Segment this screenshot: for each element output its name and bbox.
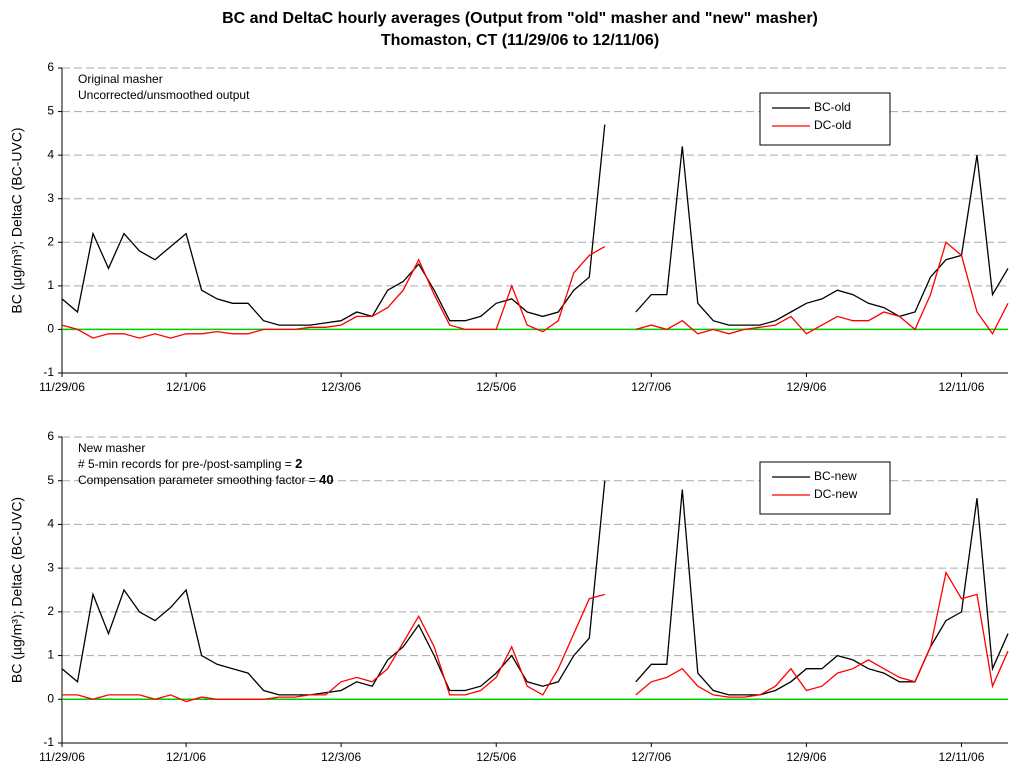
x-tick-label: 12/7/06 bbox=[631, 750, 671, 764]
annotation-text: New masher bbox=[78, 441, 145, 455]
y-tick-label: 5 bbox=[47, 473, 54, 487]
y-axis-label: BC (µg/m³); DeltaC (BC-UVC) bbox=[9, 497, 25, 683]
x-tick-label: 12/11/06 bbox=[939, 750, 985, 764]
annotation: # 5-min records for pre-/post-sampling =… bbox=[78, 456, 302, 471]
annotation: Compensation parameter smoothing factor … bbox=[78, 472, 334, 487]
legend-label: BC-new bbox=[814, 469, 857, 483]
legend-label: DC-old bbox=[814, 118, 851, 132]
x-tick-label: 12/5/06 bbox=[476, 750, 516, 764]
legend-label: DC-new bbox=[814, 487, 858, 501]
annotation-text: Uncorrected/unsmoothed output bbox=[78, 88, 250, 102]
y-tick-label: 6 bbox=[47, 429, 54, 443]
series-line bbox=[62, 570, 1009, 703]
y-tick-label: 0 bbox=[47, 691, 54, 705]
x-tick-label: 12/11/06 bbox=[939, 380, 985, 394]
annotation: Uncorrected/unsmoothed output bbox=[78, 88, 250, 102]
x-tick-label: 12/3/06 bbox=[321, 380, 361, 394]
annotation-value: 2 bbox=[295, 456, 302, 471]
x-tick-label: 12/9/06 bbox=[786, 750, 826, 764]
chart-title: BC and DeltaC hourly averages (Output fr… bbox=[222, 10, 818, 27]
y-tick-label: 2 bbox=[47, 234, 54, 248]
y-tick-label: 3 bbox=[47, 560, 54, 574]
annotation: Original masher bbox=[78, 72, 163, 86]
series-line bbox=[61, 480, 1009, 696]
annotation-text: # 5-min records for pre-/post-sampling = bbox=[78, 457, 295, 471]
annotation-value: 40 bbox=[319, 472, 333, 487]
legend-label: BC-old bbox=[814, 100, 851, 114]
x-tick-label: 12/1/06 bbox=[166, 750, 206, 764]
y-tick-label: 1 bbox=[47, 648, 54, 662]
x-tick-label: 12/7/06 bbox=[631, 380, 671, 394]
y-tick-label: -1 bbox=[43, 365, 54, 379]
y-axis-label: BC (µg/m³); DeltaC (BC-UVC) bbox=[9, 127, 25, 313]
annotation: New masher bbox=[78, 441, 145, 455]
y-tick-label: -1 bbox=[43, 735, 54, 749]
x-tick-label: 12/3/06 bbox=[321, 750, 361, 764]
annotation-text: Compensation parameter smoothing factor … bbox=[78, 473, 319, 487]
x-tick-label: 12/9/06 bbox=[786, 380, 826, 394]
annotation-text: Original masher bbox=[78, 72, 163, 86]
y-tick-label: 0 bbox=[47, 322, 54, 336]
x-tick-label: 12/1/06 bbox=[166, 380, 206, 394]
legend-box bbox=[759, 461, 891, 515]
series-line bbox=[61, 241, 1009, 339]
y-tick-label: 3 bbox=[47, 191, 54, 205]
y-tick-label: 1 bbox=[47, 278, 54, 292]
series-line bbox=[61, 124, 1009, 326]
legend-box bbox=[759, 92, 891, 146]
y-tick-label: 5 bbox=[47, 104, 54, 118]
x-tick-label: 12/5/06 bbox=[476, 380, 516, 394]
x-tick-label: 11/29/06 bbox=[39, 380, 85, 394]
chart-subtitle: Thomaston, CT (11/29/06 to 12/11/06) bbox=[381, 32, 659, 49]
y-tick-label: 6 bbox=[47, 60, 54, 74]
x-tick-label: 11/29/06 bbox=[39, 750, 85, 764]
y-tick-label: 4 bbox=[47, 147, 54, 161]
y-tick-label: 4 bbox=[47, 517, 54, 531]
y-tick-label: 2 bbox=[47, 604, 54, 618]
